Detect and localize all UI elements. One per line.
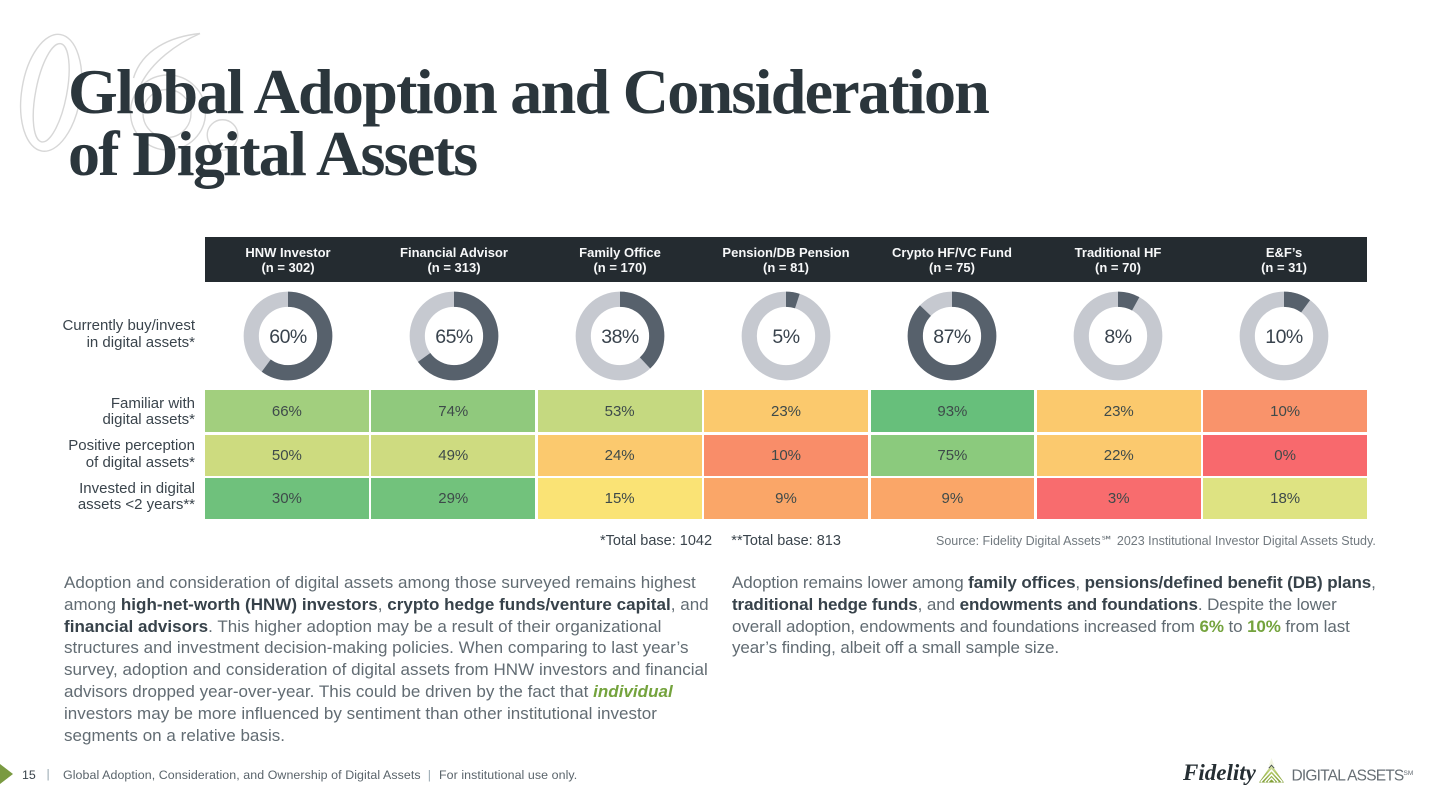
svg-text:8%: 8% — [1104, 326, 1131, 348]
svg-text:87%: 87% — [933, 326, 971, 348]
svg-text:5%: 5% — [773, 326, 800, 348]
svg-text:10%: 10% — [1265, 326, 1303, 348]
svg-text:60%: 60% — [270, 326, 308, 348]
svg-text:65%: 65% — [436, 326, 474, 348]
svg-text:38%: 38% — [601, 326, 639, 348]
